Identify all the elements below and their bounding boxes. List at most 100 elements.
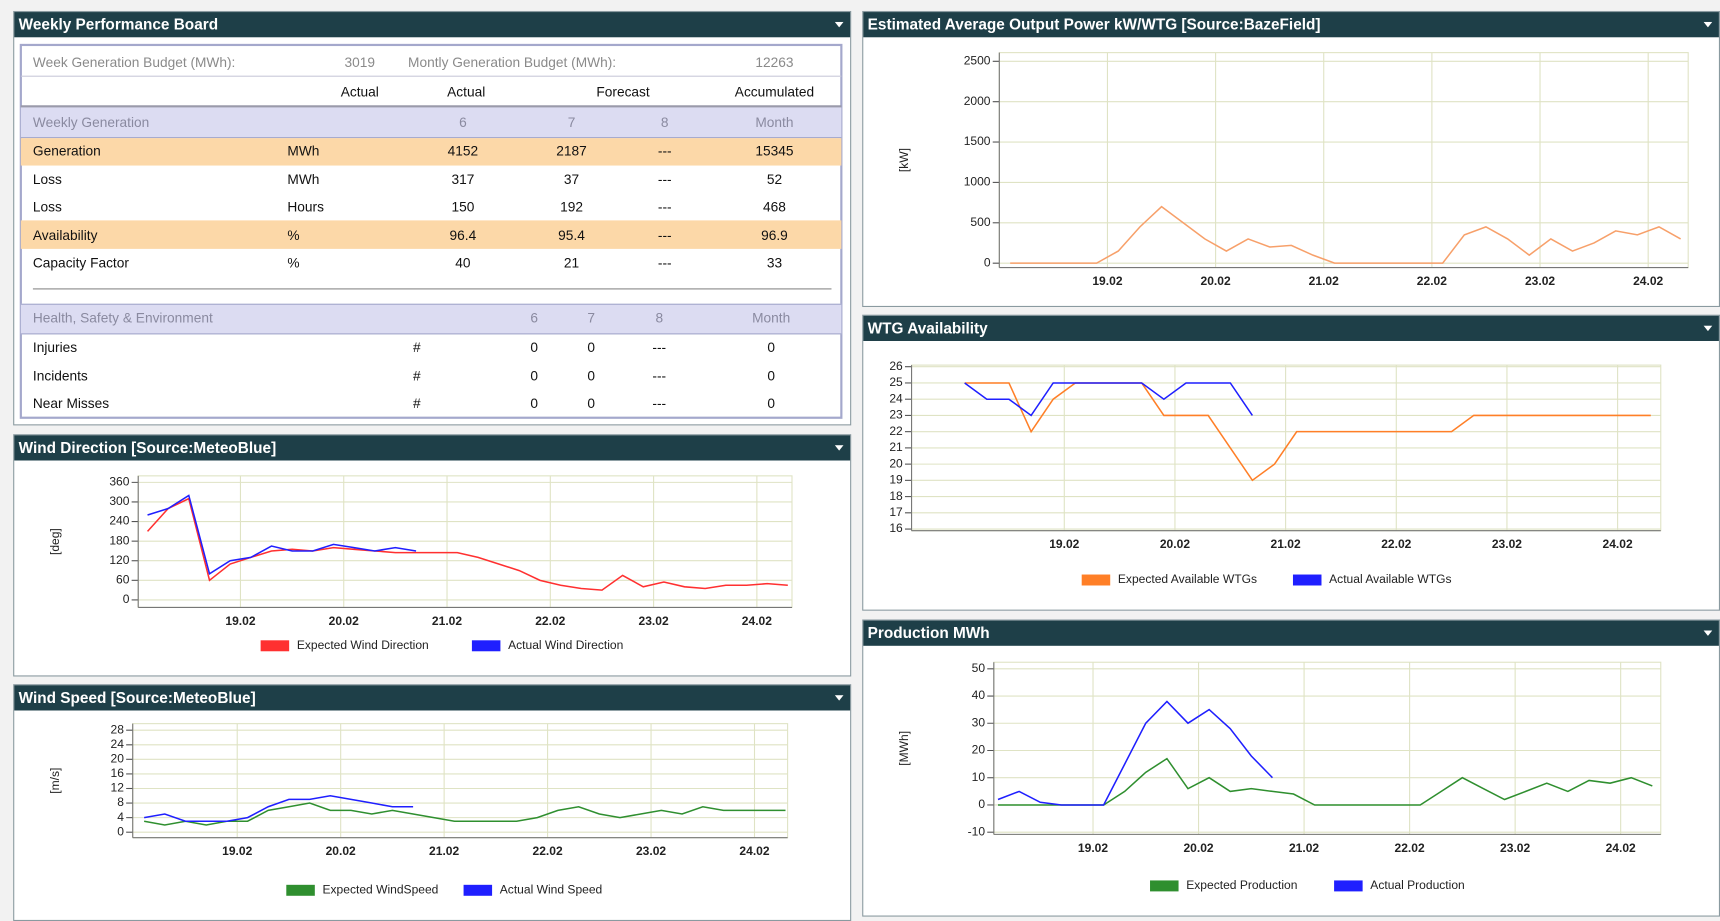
y-tick-label: 1500 xyxy=(964,134,991,148)
legend-swatch xyxy=(1334,880,1363,892)
plot-area xyxy=(998,52,1689,269)
y-tick-label: 0 xyxy=(117,824,124,838)
chart: -10 0 10 20 30 40 50 19.02 20.02 21.02 22.02 23.02 2… xyxy=(897,661,1662,892)
legend-swatch xyxy=(1292,574,1322,586)
legend-label: Actual Wind Direction xyxy=(508,638,623,652)
x-tick-label: 24.02 xyxy=(1603,537,1633,551)
y-axis-label: [kW] xyxy=(897,148,911,172)
collapse-icon[interactable] xyxy=(1703,325,1713,332)
panel-header: Production MWh xyxy=(863,620,1719,646)
cell-value: --- xyxy=(657,143,672,159)
legend-label: Expected WindSpeed xyxy=(323,882,439,896)
cell-value: 0 xyxy=(767,395,775,412)
x-tick-label: 21.02 xyxy=(429,844,459,858)
y-tick-label: 21 xyxy=(889,440,903,454)
legend-swatch xyxy=(463,884,493,896)
section-title: Weekly Generation xyxy=(32,115,150,131)
cell-value: --- xyxy=(657,255,672,271)
row-label: Availability xyxy=(32,227,98,243)
panel-header: Estimated Average Output Power kW/WTG [S… xyxy=(863,12,1719,38)
panel-title: Production MWh xyxy=(867,623,990,642)
row-unit: # xyxy=(413,395,421,412)
series-line xyxy=(144,802,786,826)
cell-value: 21 xyxy=(563,255,580,271)
cell-value: 0 xyxy=(587,367,596,384)
y-tick-label: -10 xyxy=(968,824,986,838)
collapse-icon[interactable] xyxy=(1703,630,1713,636)
cell-value: --- xyxy=(657,171,672,187)
collapse-icon[interactable] xyxy=(834,21,844,28)
y-tick-label: 30 xyxy=(972,715,986,729)
x-tick-label: 23.02 xyxy=(1500,841,1530,855)
panel-title: Estimated Average Output Power kW/WTG [S… xyxy=(867,15,1321,33)
cell-value: 2187 xyxy=(556,143,587,159)
y-tick-label: 2000 xyxy=(964,94,991,108)
panel-title: Wind Direction [Source:MeteoBlue] xyxy=(18,438,277,457)
column-header: Forecast xyxy=(596,84,650,100)
cell-value: 0 xyxy=(530,339,539,356)
row-unit: MWh xyxy=(287,171,320,187)
cell-value: 33 xyxy=(766,255,783,271)
x-tick-label: 24.02 xyxy=(1606,841,1636,855)
chart: 0 60 120 180 240 300 360 19.02 20.02 21.02 22.02 23… xyxy=(48,475,793,652)
y-tick-label: 17 xyxy=(889,505,903,519)
row-line xyxy=(20,75,842,77)
header-line xyxy=(20,105,842,108)
row-label: Incidents xyxy=(32,367,88,384)
budget-value: 12263 xyxy=(755,54,794,71)
row-label: Capacity Factor xyxy=(32,255,129,271)
y-tick-label: 300 xyxy=(109,494,129,508)
y-tick-label: 180 xyxy=(109,533,129,547)
series-line xyxy=(964,382,1254,417)
chart-panel: Wind Direction [Source:MeteoBlue] 0 60 120 1… xyxy=(13,434,852,677)
y-tick-label: 16 xyxy=(111,766,125,780)
x-tick-label: 24.02 xyxy=(1633,274,1663,288)
y-axis-label: [MWh] xyxy=(897,731,911,766)
y-tick-label: 28 xyxy=(111,722,125,736)
x-tick-label: 20.02 xyxy=(1201,274,1231,288)
section-title: Health, Safety & Environment xyxy=(32,310,213,326)
row-unit: # xyxy=(413,339,421,356)
column-header: Actual xyxy=(447,84,486,100)
chart: 16 17 18 19 20 21 22 23 24 25 26 19.02 20.02 21.02 22.… xyxy=(889,359,1662,586)
y-tick-label: 60 xyxy=(116,573,130,587)
x-tick-label: 21.02 xyxy=(432,614,462,628)
y-tick-label: 26 xyxy=(889,359,903,373)
x-tick-label: 20.02 xyxy=(329,614,359,628)
series-line xyxy=(144,795,414,822)
x-tick-label: 20.02 xyxy=(1183,841,1213,855)
row-unit: % xyxy=(287,227,300,243)
budget-value: 3019 xyxy=(344,54,376,71)
chart-panel: Production MWh -10 0 10 20 30 40 50 19.02 20.02 21… xyxy=(862,619,1720,917)
y-tick-label: 19 xyxy=(889,473,903,487)
y-tick-label: 0 xyxy=(123,592,130,606)
collapse-icon[interactable] xyxy=(1703,21,1713,28)
row-label: Generation xyxy=(32,143,101,159)
y-tick-label: 120 xyxy=(109,553,129,567)
y-tick-label: 240 xyxy=(109,514,129,528)
panel-title: Wind Speed [Source:MeteoBlue] xyxy=(18,688,256,707)
y-tick-label: 22 xyxy=(889,424,903,438)
highlight-row xyxy=(20,138,842,166)
y-tick-label: 50 xyxy=(972,661,986,675)
cell-value: 4152 xyxy=(447,143,479,159)
x-tick-label: 20.02 xyxy=(326,844,356,858)
x-tick-label: 19.02 xyxy=(1049,537,1079,551)
legend-label: Actual Wind Speed xyxy=(500,882,602,896)
collapse-icon[interactable] xyxy=(834,695,844,701)
y-tick-label: 40 xyxy=(972,688,986,702)
budget-label: Montly Generation Budget (MWh): xyxy=(408,54,617,71)
section-column: 8 xyxy=(655,310,664,326)
chart-panel: WTG Availability 16 17 18 19 20 21 22 23 24 25 26 19… xyxy=(862,314,1720,611)
y-tick-label: 12 xyxy=(111,781,125,795)
row-label: Near Misses xyxy=(32,395,110,412)
section-column: Month xyxy=(755,115,794,131)
cell-value: --- xyxy=(652,339,667,356)
y-tick-label: 4 xyxy=(117,810,124,824)
cell-value: 0 xyxy=(530,367,539,384)
section-column: Month xyxy=(752,310,791,326)
legend-label: Actual Production xyxy=(1370,878,1464,892)
collapse-icon[interactable] xyxy=(834,445,844,451)
